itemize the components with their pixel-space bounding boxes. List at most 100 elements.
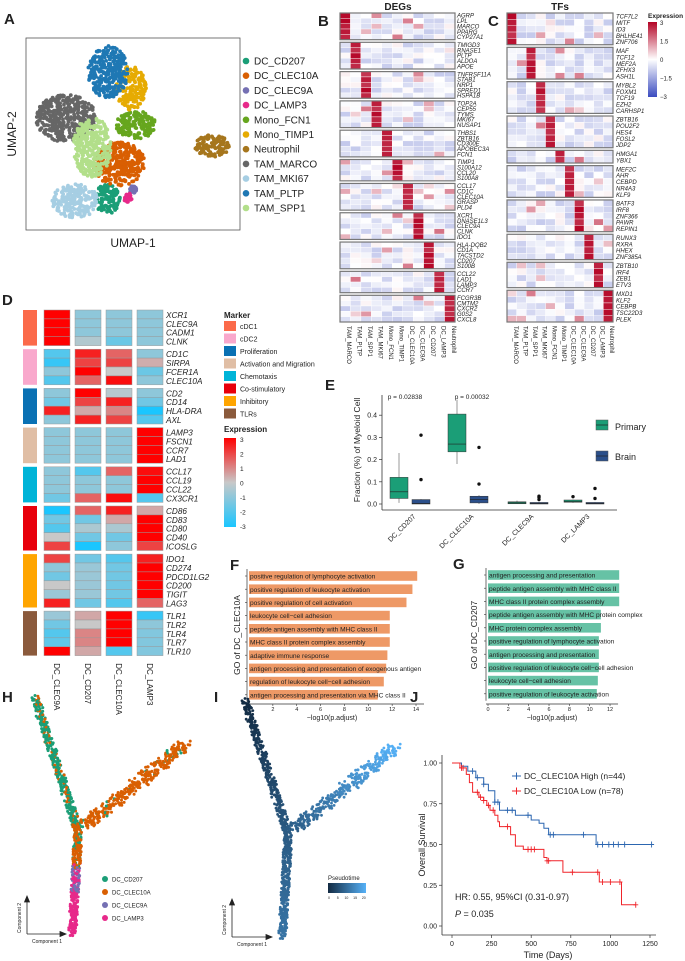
tfs-cell [526, 59, 537, 67]
marker-cell [105, 484, 133, 494]
degs-cell [433, 116, 445, 123]
degs-cell [381, 18, 393, 24]
tfs-cell [516, 190, 527, 198]
degs-cell [444, 300, 456, 307]
trajectory-point-dc_lamp3 [71, 895, 75, 899]
degs-cell [402, 82, 414, 88]
trajectory-point-dc_clec10a [96, 818, 100, 822]
umap-point-tam_marco [66, 104, 71, 109]
degs-cell [339, 247, 351, 253]
degs-gene-label: TMIGD3 [457, 43, 480, 49]
degs-cell [423, 92, 435, 99]
tfs-cell [574, 268, 585, 276]
tfs-cell [564, 246, 575, 254]
tfs-gene-label: POU2F2 [616, 124, 640, 130]
degs-cell [360, 12, 372, 19]
tfs-cell [506, 315, 517, 323]
degs-gene-label: ZBTB16 [456, 136, 480, 142]
umap-point-dc_cd207 [108, 209, 113, 214]
degs-cell [433, 140, 445, 147]
marker-cell [105, 475, 133, 485]
degs-cell [392, 311, 403, 317]
umap-point-tam_spp1 [93, 154, 97, 159]
degs-cell [381, 271, 393, 277]
tfs-cell [603, 253, 614, 260]
degs-cell [433, 106, 445, 112]
tfs-gene-label: TCF12 [616, 55, 635, 61]
tfs-cell [554, 94, 566, 101]
marker-cell [74, 571, 102, 582]
tfs-cell [554, 87, 566, 95]
umap-point-tam_pltp [97, 82, 102, 87]
degs-cell [444, 122, 456, 128]
degs-cell [371, 58, 383, 64]
trajectory-point-dc_clec10a [143, 772, 147, 776]
umap-point-neutrophil [199, 135, 204, 140]
umap-point-tam_marco [71, 128, 76, 133]
umap-point-mono_timp1 [123, 89, 128, 93]
tfs-gene-label: TCF7L2 [616, 15, 638, 21]
degs-cell [381, 42, 393, 48]
degs-gene-label: G0S2 [457, 312, 473, 318]
tfs-cell [583, 38, 594, 45]
tfs-cell [535, 19, 546, 26]
tfs-cell [593, 225, 604, 232]
d-expression-legend-title: Expression [224, 425, 267, 434]
d-expression-tick: -1 [240, 495, 246, 502]
go-cd207-x-tick-label: 0 [486, 707, 489, 713]
tfs-gene-label: MYBL2 [616, 83, 636, 89]
degs-cell [433, 82, 445, 88]
degs-cell [392, 276, 403, 283]
trajectory-point-dc_clec10a [127, 784, 131, 788]
umap-point-mono_timp1 [139, 70, 143, 75]
panel-label-i: I [214, 689, 218, 706]
tfs-cell [506, 66, 517, 73]
marker-heatmap: XCR1CLEC9ACADM1CLNKCD1CSIRPAFCER1ACLEC10… [23, 309, 210, 715]
go-cd207-x-label: −log10(p.adjust) [527, 715, 577, 722]
degs-cell [433, 271, 445, 277]
umap-point-tam_marco [51, 128, 55, 133]
trajectory-point-dc_cd207 [60, 792, 64, 796]
degs-cell [350, 305, 362, 312]
tfs-cell [583, 234, 594, 241]
degs-cell [350, 47, 362, 54]
umap-point-tam_mki67 [62, 196, 66, 201]
degs-cell [423, 63, 435, 70]
marker-legend-swatch [224, 371, 236, 381]
bc-expression-tick: 3 [660, 21, 664, 27]
umap-point-tam_marco [42, 122, 46, 127]
umap-point-tam_spp1 [105, 146, 110, 151]
trajectory-point-dc_cd207 [53, 749, 57, 753]
marker-cell [105, 405, 133, 416]
trajectory-point-dc_cd207 [70, 810, 74, 814]
tfs-cell [574, 240, 585, 248]
degs-cell [381, 164, 393, 171]
marker-gene-label: CLNK [166, 338, 188, 347]
trajectory-point-dc_lamp3 [70, 893, 74, 897]
degs-cell [350, 28, 362, 35]
degs-cell [412, 281, 424, 288]
go-cd207-bar-label: positive regulation of leukocyte activat… [489, 691, 609, 698]
umap-point-tam_mki67 [92, 203, 97, 208]
trajectory-point-dc_clec10a [92, 808, 96, 812]
box-outlier [537, 494, 541, 498]
degs-cell [444, 135, 456, 142]
tfs-cell [593, 253, 604, 260]
degs-gene-label: APOE [456, 64, 475, 70]
tfs-cell [535, 31, 546, 39]
umap-point-tam_mki67 [61, 185, 66, 190]
trajectory-point-dc_clec10a [111, 793, 115, 797]
degs-cell [412, 228, 424, 235]
trajectory-point-dc_clec10a [85, 820, 89, 824]
tfs-cell [535, 47, 546, 54]
umap-point-tam_mki67 [76, 183, 81, 188]
trajectory-point-dc_clec10a [43, 717, 47, 721]
trajectory-point-dc_cd207 [66, 809, 70, 813]
degs-block-frame [339, 294, 456, 323]
umap-point-tam_spp1 [85, 135, 90, 140]
marker-cell [136, 375, 164, 386]
umap-point-tam_spp1 [97, 120, 102, 125]
degs-cell [433, 164, 445, 171]
degs-cell [381, 212, 393, 219]
tfs-cell [554, 115, 566, 123]
